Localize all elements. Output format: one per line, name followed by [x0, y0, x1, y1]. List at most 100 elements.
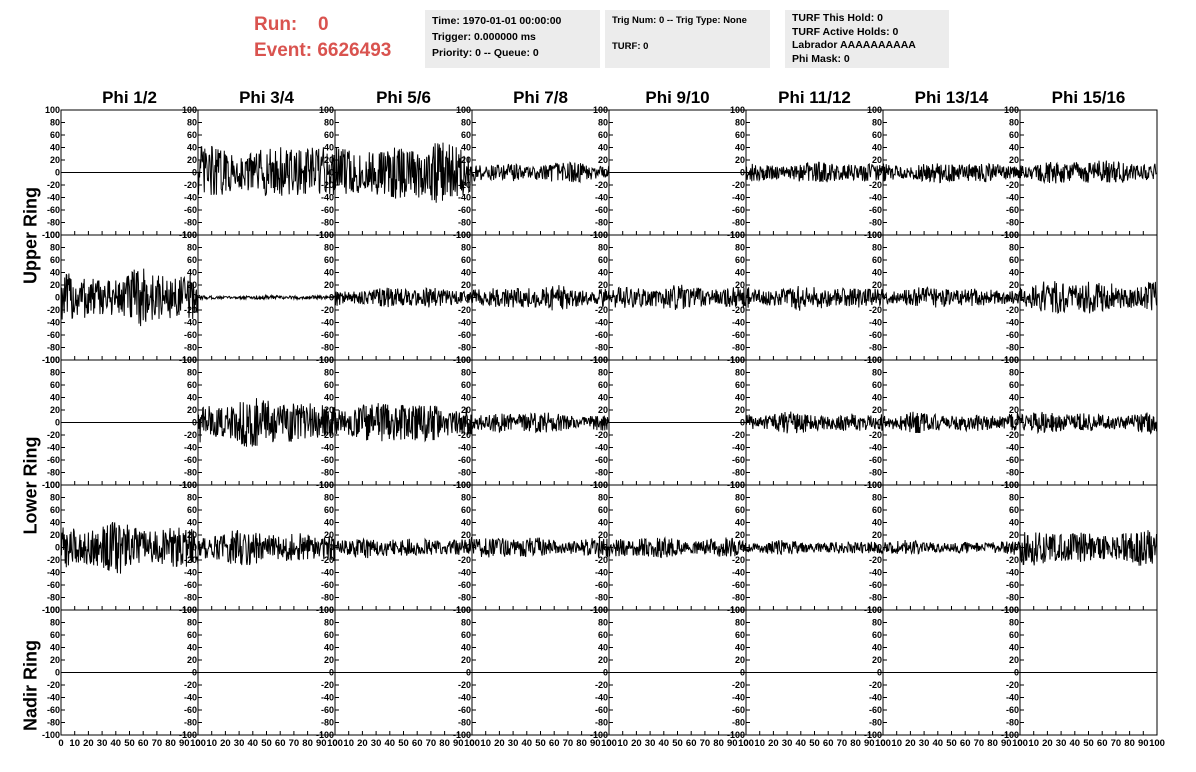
y-tick-label: -80 [47, 718, 60, 728]
x-tick-label: 0 [332, 738, 337, 749]
y-tick-label: -40 [732, 693, 745, 703]
y-tick-label: -20 [869, 305, 882, 315]
y-tick-label: 100 [456, 605, 471, 615]
x-tick-label: 40 [111, 738, 122, 749]
y-tick-label: -60 [184, 580, 197, 590]
y-tick-label: 80 [598, 493, 608, 503]
y-tick-label: 100 [1004, 605, 1019, 615]
y-tick-label: -40 [458, 568, 471, 578]
x-tick-label: 60 [275, 738, 286, 749]
y-tick-label: 60 [324, 380, 334, 390]
y-tick-label: 80 [735, 618, 745, 628]
y-tick-label: -60 [732, 205, 745, 215]
x-tick-label: 100 [601, 738, 617, 749]
y-tick-label: -60 [47, 580, 60, 590]
y-tick-label: -20 [458, 555, 471, 565]
y-tick-label: 0 [329, 418, 334, 428]
y-tick-label: -80 [869, 218, 882, 228]
y-tick-label: -20 [595, 680, 608, 690]
y-tick-label: 40 [1009, 518, 1019, 528]
y-tick-label: 100 [867, 480, 882, 490]
x-tick-label: 80 [850, 738, 861, 749]
x-tick-label: 70 [426, 738, 437, 749]
y-tick-label: 0 [466, 668, 471, 678]
x-tick-label: 20 [1042, 738, 1053, 749]
y-tick-label: 80 [598, 618, 608, 628]
waveform-trace [471, 161, 610, 184]
y-tick-label: -20 [595, 555, 608, 565]
column-header-phi-1-2: Phi 1/2 [102, 88, 157, 107]
y-tick-label: 0 [740, 293, 745, 303]
x-tick-label: 60 [549, 738, 560, 749]
y-tick-label: -60 [1006, 330, 1019, 340]
y-tick-label: 100 [1004, 105, 1019, 115]
y-tick-label: 100 [456, 480, 471, 490]
x-tick-label: 90 [727, 738, 738, 749]
x-tick-label: 70 [289, 738, 300, 749]
y-tick-label: -80 [184, 718, 197, 728]
x-tick-label: 20 [494, 738, 505, 749]
y-tick-label: 60 [735, 380, 745, 390]
y-tick-label: -80 [458, 468, 471, 478]
y-tick-label: 0 [1014, 668, 1019, 678]
y-tick-label: -20 [732, 430, 745, 440]
y-tick-label: 80 [1009, 243, 1019, 253]
event-number: Event: 6626493 [254, 38, 391, 64]
y-tick-label: -80 [321, 593, 334, 603]
y-tick-label: 20 [50, 155, 60, 165]
y-tick-label: 60 [735, 505, 745, 515]
y-tick-label: -40 [321, 193, 334, 203]
y-tick-label: -60 [184, 330, 197, 340]
y-tick-label: 40 [1009, 143, 1019, 153]
y-tick-label: 60 [461, 630, 471, 640]
waveform-trace [1019, 530, 1158, 566]
y-tick-label: 100 [1004, 230, 1019, 240]
y-tick-label: -60 [732, 705, 745, 715]
y-tick-label: 100 [45, 355, 60, 365]
y-tick-label: -60 [47, 330, 60, 340]
y-tick-label: 0 [192, 418, 197, 428]
y-tick-label: 40 [324, 518, 334, 528]
y-tick-label: -60 [595, 705, 608, 715]
x-tick-label: 30 [1056, 738, 1067, 749]
x-tick-label: 20 [357, 738, 368, 749]
y-tick-label: 0 [55, 168, 60, 178]
y-tick-label: 100 [593, 355, 608, 365]
y-tick-label: 100 [456, 355, 471, 365]
y-tick-label: 20 [50, 655, 60, 665]
x-tick-label: 40 [796, 738, 807, 749]
x-tick-label: 60 [823, 738, 834, 749]
y-tick-label: -80 [47, 218, 60, 228]
y-tick-label: 60 [50, 505, 60, 515]
y-tick-label: 40 [50, 393, 60, 403]
y-tick-label: 80 [872, 618, 882, 628]
y-tick-label: -40 [869, 568, 882, 578]
y-tick-label: 100 [867, 355, 882, 365]
y-tick-label: -20 [184, 305, 197, 315]
y-tick-label: 0 [192, 293, 197, 303]
y-tick-label: 20 [598, 530, 608, 540]
y-tick-label: -80 [732, 593, 745, 603]
y-tick-label: -40 [732, 568, 745, 578]
y-tick-label: -20 [184, 430, 197, 440]
y-tick-label: 80 [324, 368, 334, 378]
y-tick-label: -60 [184, 705, 197, 715]
x-tick-label: 90 [590, 738, 601, 749]
y-tick-label: -80 [458, 593, 471, 603]
x-tick-label: 0 [743, 738, 748, 749]
y-tick-label: -20 [732, 180, 745, 190]
y-tick-label: 40 [187, 643, 197, 653]
waveform-trace [745, 285, 884, 311]
y-tick-label: -40 [321, 318, 334, 328]
y-tick-label: 60 [735, 255, 745, 265]
y-tick-label: 100 [593, 480, 608, 490]
column-header-phi-11-12: Phi 11/12 [778, 88, 851, 107]
y-tick-label: 60 [461, 505, 471, 515]
y-tick-label: -80 [869, 718, 882, 728]
y-tick-label: -40 [321, 568, 334, 578]
